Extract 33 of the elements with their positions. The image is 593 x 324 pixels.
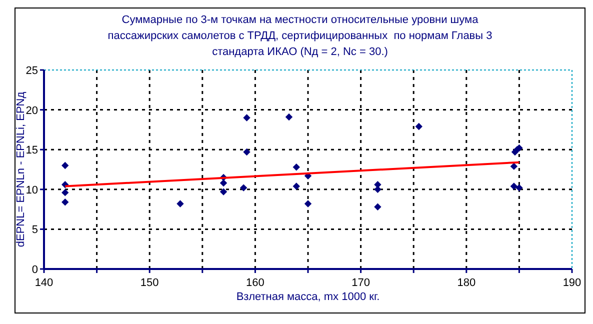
point	[292, 182, 300, 190]
point	[220, 188, 228, 196]
x-axis-title: Взлетная масса, mx 1000 кг.	[236, 291, 380, 303]
x-tick-label: 190	[562, 277, 582, 289]
point	[304, 200, 312, 208]
point	[510, 182, 518, 190]
point	[243, 148, 250, 156]
point	[176, 200, 184, 208]
x-tick-label: 160	[246, 277, 264, 289]
y-tick-label: 5	[32, 224, 38, 236]
point	[415, 122, 422, 130]
point	[243, 114, 250, 122]
point	[516, 184, 523, 192]
x-tick-label: 170	[352, 277, 370, 289]
y-tick-label: 15	[26, 144, 38, 157]
x-tick-label: 140	[34, 277, 54, 289]
point	[62, 188, 69, 196]
y-tick-label: 10	[26, 184, 38, 196]
y-tick-label: 0	[32, 264, 38, 276]
y-axis-title: dEPNL= EPNLn - EPNLi, EPNд	[15, 91, 27, 248]
point	[220, 179, 228, 187]
point	[62, 198, 69, 206]
point	[62, 162, 69, 170]
point	[240, 184, 248, 192]
point	[374, 203, 382, 211]
y-tick-label: 20	[26, 104, 38, 117]
x-tick-label: 150	[140, 277, 159, 289]
point	[292, 164, 300, 171]
y-tick-label: 25	[26, 65, 38, 77]
point	[510, 162, 518, 170]
x-tick-label: 180	[457, 277, 476, 289]
chart-title: Суммарные по 3-м точкам на местности относительные уровни шума пассажирских самолетов с ТРДД, сертифицированных по нормам Главы 3 стандарта ИКАО (Nд = 2, Nс = 30.)	[108, 14, 492, 58]
point	[285, 113, 293, 121]
